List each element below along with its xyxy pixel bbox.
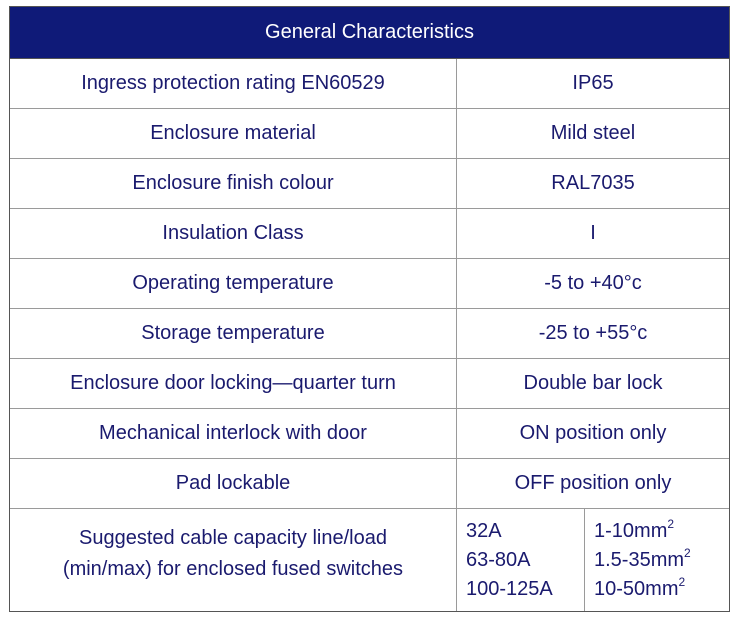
table-title: General Characteristics [265, 21, 474, 43]
row-value: -25 to +55°c [538, 322, 648, 344]
row-label: Ingress protection rating EN60529 [10, 59, 457, 108]
row-label: Insulation Class [10, 209, 457, 258]
table-row: Storage temperature -25 to +55°c [10, 309, 729, 359]
row-label: Mechanical interlock with door [10, 409, 457, 458]
cable-size-value: 10-50mm [594, 577, 679, 600]
row-value: -5 to +40°c [544, 272, 642, 294]
table-row: Mechanical interlock with door ON positi… [10, 409, 729, 459]
cable-rating-column: 32A 63-80A 100-125A [457, 509, 585, 611]
cable-size-value: 1.5-35mm [594, 548, 685, 571]
table-row: Insulation Class I [10, 209, 729, 259]
cable-size-value: 1-10mm [594, 519, 668, 542]
table-row: Enclosure door locking—quarter turn Doub… [10, 359, 729, 409]
row-value: OFF position only [514, 472, 672, 494]
row-label: Storage temperature [10, 309, 457, 358]
row-label: Enclosure finish colour [10, 159, 457, 208]
cable-size-exponent: 2 [667, 516, 675, 531]
table-row: Operating temperature -5 to +40°c [10, 259, 729, 309]
cable-size: 1-10mm2 [594, 517, 729, 546]
row-value: ON position only [519, 422, 667, 444]
cable-label-line-1: Suggested cable capacity line/load [79, 527, 387, 549]
row-label: Operating temperature [10, 259, 457, 308]
row-value: Double bar lock [523, 372, 663, 394]
cable-capacity-values: 32A 63-80A 100-125A 1-10mm2 1.5-35mm2 10… [457, 509, 729, 611]
characteristics-table: General Characteristics Ingress protecti… [9, 6, 730, 612]
row-value: RAL7035 [551, 172, 635, 194]
cable-size-exponent: 2 [678, 574, 686, 589]
table-row: Ingress protection rating EN60529 IP65 [10, 59, 729, 109]
cable-rating: 100-125A [466, 577, 553, 600]
table-header: General Characteristics [10, 7, 729, 59]
cable-size-column: 1-10mm2 1.5-35mm2 10-50mm2 [585, 509, 729, 611]
row-label: Enclosure material [10, 109, 457, 158]
cable-rating: 63-80A [466, 548, 531, 571]
cable-size: 10-50mm2 [594, 575, 729, 604]
table-row: Pad lockable OFF position only [10, 459, 729, 509]
row-label: Enclosure door locking—quarter turn [10, 359, 457, 408]
row-value: IP65 [572, 72, 614, 94]
cable-rating: 32A [466, 519, 502, 542]
cable-label-line-2: (min/max) for enclosed fused switches [62, 558, 404, 580]
row-value: I [590, 222, 596, 244]
table-row: Enclosure finish colour RAL7035 [10, 159, 729, 209]
table-row: Enclosure material Mild steel [10, 109, 729, 159]
cable-size: 1.5-35mm2 [594, 546, 729, 575]
cable-size-exponent: 2 [684, 545, 691, 560]
row-value: Mild steel [550, 122, 636, 144]
cable-capacity-label: Suggested cable capacity line/load (min/… [10, 509, 457, 611]
row-label: Pad lockable [10, 459, 457, 508]
cable-capacity-row: Suggested cable capacity line/load (min/… [10, 509, 729, 611]
